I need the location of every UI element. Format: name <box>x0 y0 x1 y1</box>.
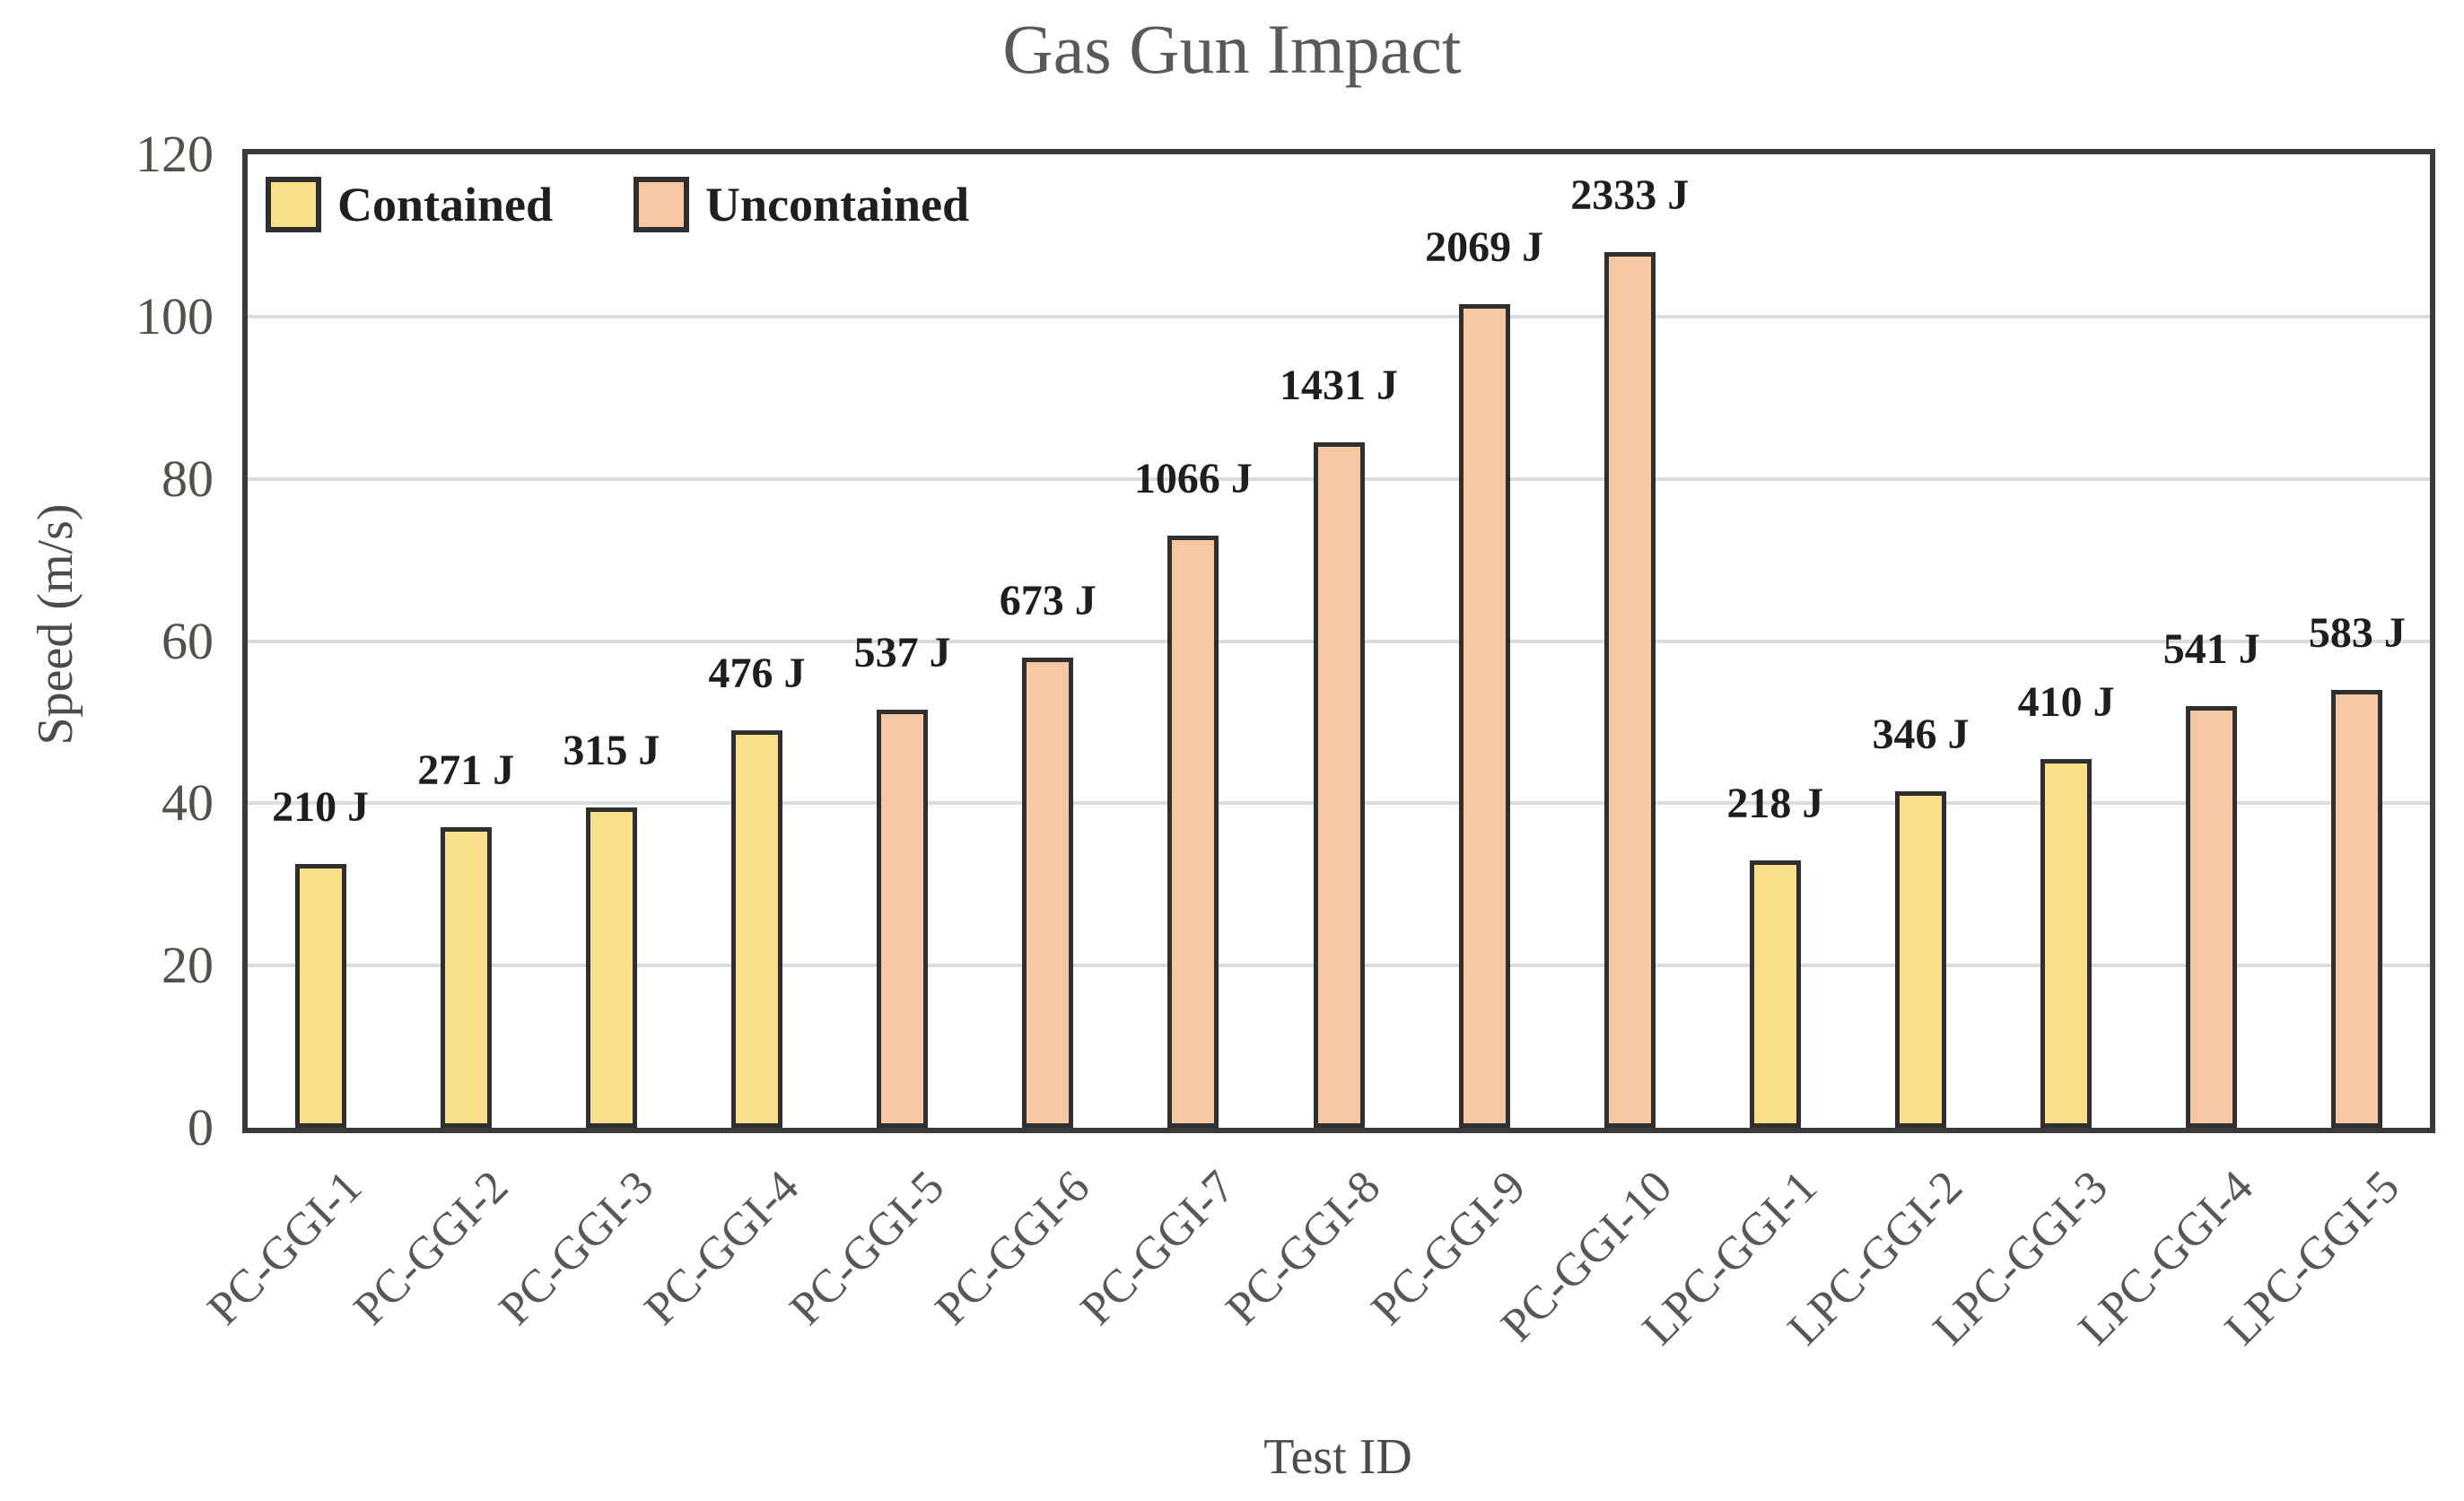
bar-value-label-pc-ggi-4: 476 J <box>708 649 806 697</box>
legend-label-uncontained: Uncontained <box>705 178 970 231</box>
y-tick-label-120: 120 <box>135 125 214 183</box>
bar-value-label-pc-ggi-1: 210 J <box>272 783 370 832</box>
bar-value-label-lpc-ggi-5: 583 J <box>2308 608 2406 657</box>
legend-swatch-contained-icon <box>266 177 321 232</box>
x-tick-label-pc-ggi-3: PC-GGI-3 <box>489 1161 663 1335</box>
x-tick-label-pc-ggi-1: PC-GGI-1 <box>198 1161 372 1335</box>
x-tick-label-pc-ggi-8: PC-GGI-8 <box>1217 1161 1391 1335</box>
bar-pc-ggi-10 <box>1603 251 1656 1128</box>
y-tick-label-0: 0 <box>188 1098 214 1156</box>
plot-area: Contained Uncontained 210 J 271 J 315 J 476… <box>242 149 2435 1133</box>
bar-value-label-lpc-ggi-2: 346 J <box>1872 710 1970 758</box>
gridline-100 <box>248 314 2430 319</box>
bar-pc-ggi-4 <box>730 729 782 1128</box>
bar-lpc-ggi-1 <box>1749 860 1801 1128</box>
bar-pc-ggi-2 <box>440 827 492 1128</box>
x-axis-title: Test ID <box>1263 1429 1412 1485</box>
legend-item-uncontained: Uncontained <box>633 177 969 232</box>
bar-pc-ggi-1 <box>294 864 346 1128</box>
x-tick-label-pc-ggi-2: PC-GGI-2 <box>344 1161 518 1335</box>
bar-lpc-ggi-5 <box>2331 689 2383 1128</box>
bar-lpc-ggi-3 <box>2040 758 2093 1128</box>
bar-pc-ggi-8 <box>1313 441 1365 1128</box>
bar-lpc-ggi-4 <box>2186 705 2238 1128</box>
bar-pc-ggi-9 <box>1458 304 1510 1128</box>
bar-pc-ggi-5 <box>877 710 929 1128</box>
bar-value-label-pc-ggi-6: 673 J <box>999 576 1097 624</box>
bar-pc-ggi-6 <box>1022 657 1074 1128</box>
bar-value-label-pc-ggi-2: 271 J <box>417 746 515 795</box>
bar-pc-ggi-3 <box>585 807 637 1128</box>
bar-value-label-lpc-ggi-3: 410 J <box>2017 677 2115 726</box>
y-tick-label-60: 60 <box>162 611 214 670</box>
bar-value-label-pc-ggi-9: 2069 J <box>1425 223 1544 272</box>
legend-item-contained: Contained <box>266 177 553 232</box>
bar-value-label-pc-ggi-5: 537 J <box>853 629 951 677</box>
x-tick-label-pc-ggi-5: PC-GGI-5 <box>780 1161 955 1335</box>
bar-lpc-ggi-2 <box>1895 790 1947 1128</box>
chart-title: Gas Gun Impact <box>1002 10 1462 88</box>
bar-value-label-pc-ggi-3: 315 J <box>563 726 660 774</box>
bar-value-label-lpc-ggi-4: 541 J <box>2163 624 2260 673</box>
x-tick-label-pc-ggi-4: PC-GGI-4 <box>634 1161 809 1335</box>
legend-swatch-uncontained-icon <box>633 177 690 232</box>
x-tick-label-pc-ggi-7: PC-GGI-7 <box>1070 1161 1245 1335</box>
legend-label-contained: Contained <box>337 178 554 231</box>
y-tick-label-20: 20 <box>162 936 214 995</box>
bar-value-label-pc-ggi-10: 2333 J <box>1570 170 1690 219</box>
bar-pc-ggi-7 <box>1167 535 1219 1128</box>
y-tick-label-80: 80 <box>162 449 214 508</box>
bar-value-label-pc-ggi-8: 1431 J <box>1280 361 1398 409</box>
y-tick-label-100: 100 <box>135 286 214 345</box>
legend: Contained Uncontained <box>266 177 969 232</box>
y-tick-label-40: 40 <box>162 773 214 833</box>
bar-value-label-pc-ggi-7: 1066 J <box>1133 454 1253 502</box>
bar-value-label-lpc-ggi-1: 218 J <box>1726 779 1824 827</box>
x-tick-label-pc-ggi-6: PC-GGI-6 <box>925 1161 1100 1335</box>
